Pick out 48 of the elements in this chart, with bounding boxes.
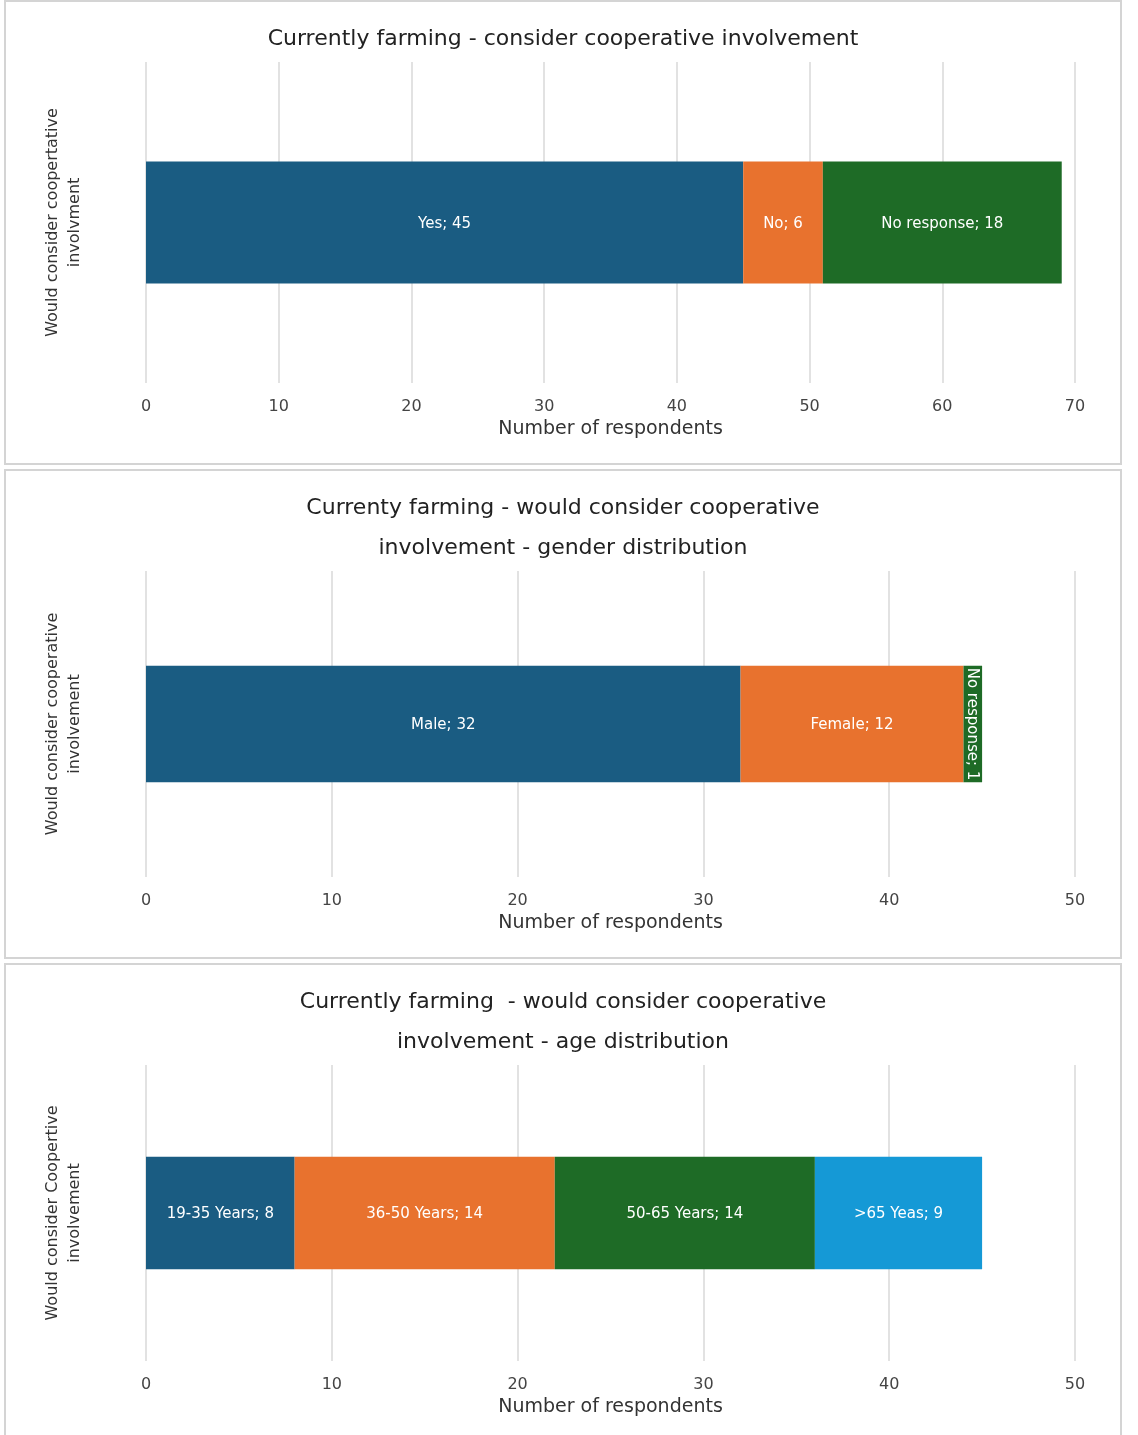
data-label: No response; 18 [881,213,1004,232]
x-tick-label: 50 [1064,1373,1086,1393]
x-tick-label: 30 [693,1373,714,1393]
x-axis-title: Number of respondents [498,416,723,439]
data-label: Male; 32 [411,715,476,733]
x-tick-label: 0 [140,1373,152,1393]
chart-title: Currently farming - consider cooperative involvement [267,24,859,50]
bar [822,161,1062,284]
x-tick-label: 0 [140,889,152,909]
data-label: No response; 1 [963,667,982,781]
y-axis-title: Would consider cooperative involvement [41,612,83,836]
y-axis-title: Would consider coopertative involvment [41,108,83,337]
data-label: Yes; 45 [417,213,472,232]
chart-title: Currenty farming - would consider cooperative involvement - gender distribution [306,493,820,559]
bar [146,665,741,783]
data-label: Female; 12 [810,715,894,733]
data-label: 36-50 Years; 14 [366,1204,484,1222]
x-tick-label: 70 [1064,395,1086,415]
bar [294,1156,555,1270]
x-tick-label: 50 [1064,889,1086,909]
bar [554,1156,815,1270]
x-tick-label: 30 [693,889,714,909]
x-tick-label: 40 [666,395,688,415]
x-tick-label: 10 [268,395,289,415]
x-tick-label: 20 [507,1373,528,1393]
x-tick-label: 50 [799,395,820,415]
x-tick-label: 60 [932,395,953,415]
data-label: 50-65 Years; 14 [626,1204,744,1222]
x-tick-label: 20 [507,889,528,909]
bar [146,161,744,284]
bar [814,1156,983,1270]
x-tick-label: 10 [321,889,342,909]
data-label: No; 6 [763,213,803,232]
bar [146,1156,295,1270]
x-tick-label: 10 [321,1373,342,1393]
x-tick-label: 0 [140,395,152,415]
x-tick-label: 40 [879,1373,900,1393]
y-axis-title: Would consider Coopertive involvement [41,1105,83,1321]
data-label: 19-35 Years; 8 [166,1204,274,1222]
bar [740,665,964,783]
x-axis-title: Number of respondents [498,1394,723,1417]
chart-title: Currently farming - would consider cooperative involvement - age distribution [299,987,827,1053]
bar [743,161,823,284]
x-tick-label: 40 [879,889,900,909]
x-tick-label: 20 [401,395,422,415]
data-label: >65 Yeas; 9 [853,1204,944,1222]
x-tick-label: 30 [533,395,555,415]
x-axis-title: Number of respondents [498,910,723,933]
